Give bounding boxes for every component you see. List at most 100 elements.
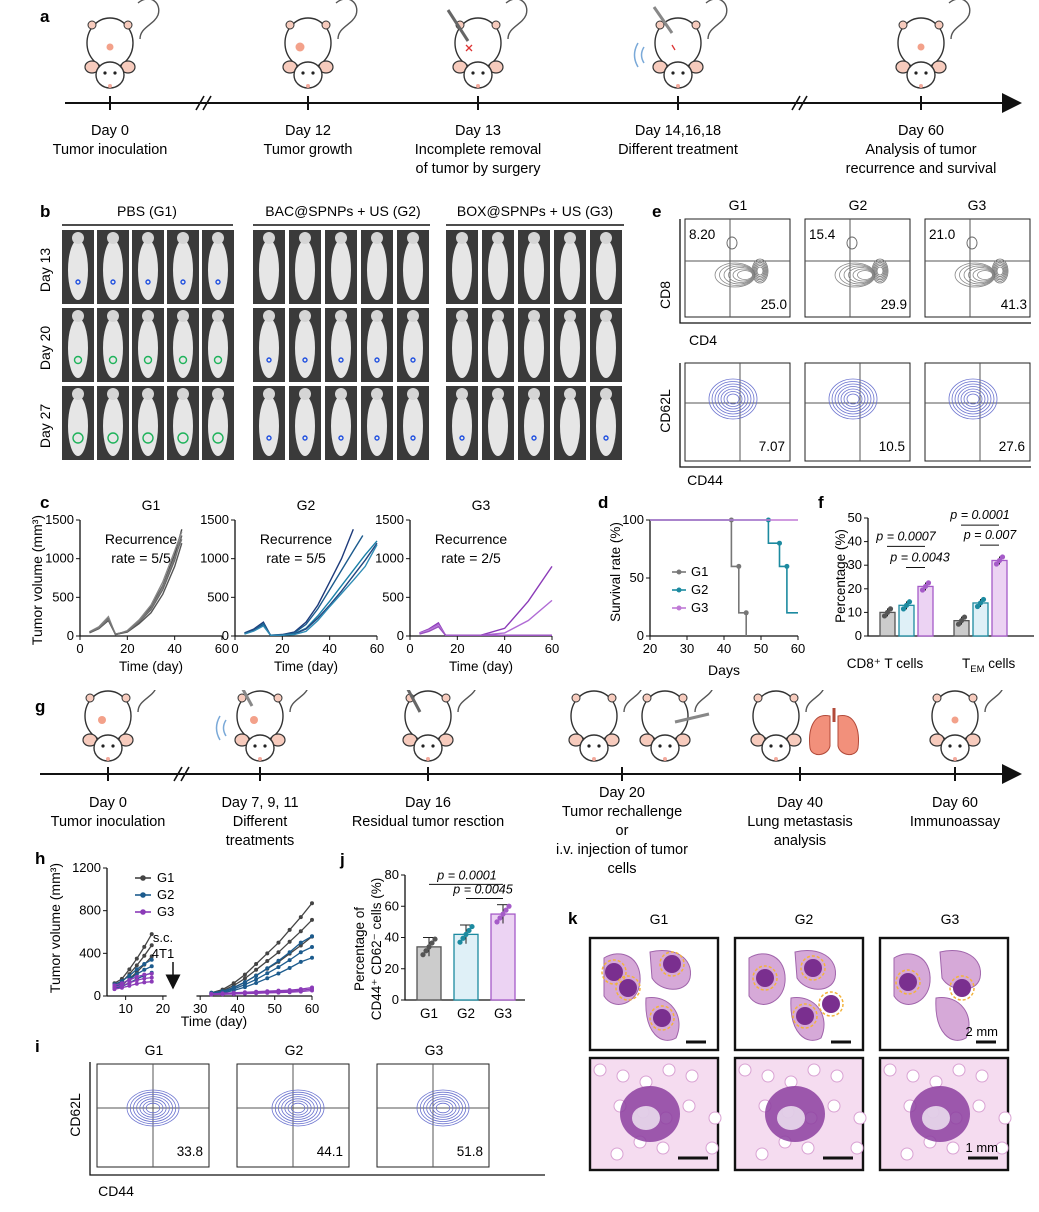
data-point xyxy=(469,923,475,930)
data-point xyxy=(142,976,147,981)
data-point xyxy=(119,985,124,990)
data-point xyxy=(961,614,968,620)
x-tick-label: 60 xyxy=(215,641,229,656)
mouse-icon xyxy=(282,0,358,89)
survival-point xyxy=(777,540,782,546)
p-value: p = 0.0007 xyxy=(875,529,936,543)
panel-i-flow: i G1 G2 G3 CD62L CD44 33.8 44.1 51.8 xyxy=(35,1037,545,1199)
data-point xyxy=(903,602,910,608)
y-tick-label: 0 xyxy=(855,628,862,643)
group-label: G1 xyxy=(729,197,748,213)
event-day: Day 14,16,18 xyxy=(635,123,721,139)
imaging-cell xyxy=(167,230,199,304)
data-point xyxy=(310,988,314,993)
panel-d-letter: d xyxy=(598,493,608,512)
data-point xyxy=(134,978,139,983)
data-point xyxy=(999,554,1006,560)
annotation: 4T1 xyxy=(152,946,174,961)
event-desc: Analysis of tumor xyxy=(865,142,976,158)
y-tick-label: 1000 xyxy=(375,551,404,566)
panel-f: f Percentage (%) CD8⁺ T cells TEM cells … xyxy=(810,490,1039,690)
panel-c-chart: c Tumor volume (mm³) G1 0 500 1000 1500 0 20 40… xyxy=(29,493,559,674)
data-point xyxy=(497,915,503,921)
data-point xyxy=(276,971,281,976)
event-day: Day 40 xyxy=(777,795,823,811)
imaging-cell xyxy=(397,230,429,304)
mouse-with-scalpel-icon xyxy=(402,671,478,762)
imaging-cell xyxy=(62,308,94,382)
x-tick-label: 50 xyxy=(267,1001,281,1016)
imaging-cell xyxy=(361,230,393,304)
data-point xyxy=(254,962,259,966)
bar xyxy=(453,933,479,1001)
data-point xyxy=(112,987,117,992)
mouse-with-ultrasound-icon xyxy=(215,671,310,762)
panel-f-letter: f xyxy=(818,493,824,512)
data-point xyxy=(149,943,154,948)
x-tick-label: 20 xyxy=(120,641,134,656)
data-point xyxy=(420,952,426,958)
legend-entry: G3 xyxy=(157,904,174,919)
legend-entry: G2 xyxy=(157,887,174,902)
data-point xyxy=(265,971,270,976)
y-tick-label: 500 xyxy=(382,589,404,604)
event-desc: analysis xyxy=(774,833,826,849)
p-value: p = 0.0043 xyxy=(889,551,949,565)
data-point xyxy=(287,939,292,944)
bar xyxy=(917,585,934,637)
data-point xyxy=(298,915,303,920)
data-point xyxy=(209,992,214,997)
data-point xyxy=(134,963,139,968)
imaging-cell xyxy=(590,230,622,304)
data-point xyxy=(265,951,270,956)
data-point xyxy=(887,606,894,612)
flow-plot: 51.8 xyxy=(376,1063,490,1168)
imaging-cell xyxy=(554,386,586,460)
data-point xyxy=(287,958,292,963)
mouse-icon xyxy=(82,671,158,762)
data-point xyxy=(149,979,154,984)
data-point xyxy=(265,966,270,971)
y-tick-label: 400 xyxy=(79,945,101,960)
data-point xyxy=(494,919,500,925)
y-axis-label: Percentage (%) xyxy=(833,529,848,623)
y-tick-label: 40 xyxy=(848,534,862,549)
y-axis-label: Tumor volume (mm³) xyxy=(29,515,45,645)
event-day: Day 60 xyxy=(932,795,978,811)
data-point xyxy=(906,599,913,605)
histology-image xyxy=(588,936,720,1052)
y-tick-label: 1000 xyxy=(45,551,74,566)
data-point xyxy=(254,991,259,996)
x-tick-label: 60 xyxy=(791,641,805,656)
recurrence-label: Recurrence xyxy=(105,531,178,547)
data-point xyxy=(429,940,435,946)
x-tick-label: 60 xyxy=(305,1001,319,1016)
data-point xyxy=(254,973,259,978)
data-point xyxy=(242,985,247,990)
x-axis-label: Time (day) xyxy=(181,1013,247,1029)
imaging-cell xyxy=(289,308,321,382)
group-label: G3 xyxy=(968,197,987,213)
data-point xyxy=(500,911,506,917)
data-point xyxy=(955,621,962,627)
mouse-icon xyxy=(84,0,160,89)
quadrant-value: 7.07 xyxy=(759,439,785,454)
quadrant-value: 51.8 xyxy=(457,1144,483,1159)
imaging-cell xyxy=(518,308,550,382)
data-point xyxy=(220,992,225,997)
event-desc: treatments xyxy=(226,833,295,849)
data-point xyxy=(287,927,292,932)
event-desc: Tumor inoculation xyxy=(51,814,166,830)
event-desc: i.v. injection of tumor xyxy=(556,842,688,858)
survival-point xyxy=(743,610,749,616)
data-point xyxy=(231,991,236,996)
data-point xyxy=(310,917,314,922)
x-tick-label: 20 xyxy=(643,641,657,656)
imaging-cell xyxy=(482,308,514,382)
series-line xyxy=(211,919,313,995)
panel-i: i G1 G2 G3 CD62L CD44 33.8 44.1 51.8 xyxy=(0,1030,560,1207)
panel-k: k G1 G2 G3 2 mm 1 mm xyxy=(560,900,1039,1207)
panel-h-chart: h Tumor volume (mm³) Time (day) 0 400 800 1… xyxy=(35,849,319,1029)
event-desc: cells xyxy=(607,861,636,877)
event-day: Day 16 xyxy=(405,795,451,811)
